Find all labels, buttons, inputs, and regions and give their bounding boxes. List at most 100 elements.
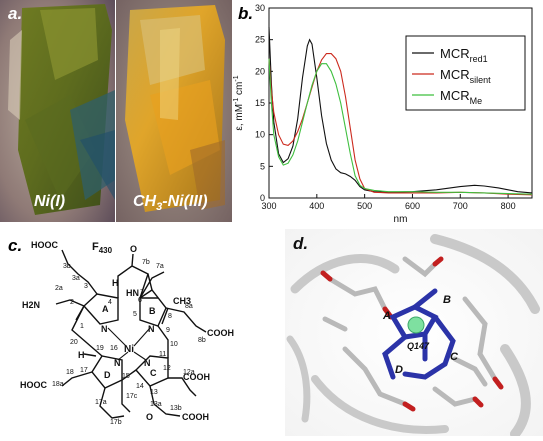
position-number: 2a — [55, 285, 63, 292]
position-number: 13 — [150, 389, 158, 396]
series-line-red1 — [268, 26, 533, 194]
position-number: 19 — [96, 345, 104, 352]
legend-label-silent: MCRsilent — [440, 67, 491, 85]
absorption-spectra-chart: 300 400 500 600 700 800 0 5 10 15 20 25 30 ε, mM-1 c… — [233, 3, 533, 225]
atom-o-bottom: O — [146, 412, 153, 422]
position-number: 11 — [159, 351, 166, 358]
x-tick-label: 400 — [309, 201, 324, 211]
panel-d-letter: d. — [293, 234, 308, 253]
series-line-silent — [268, 53, 533, 196]
y-tick-label: 15 — [255, 98, 265, 108]
position-number: 7 — [140, 289, 144, 296]
active-site-labels: A B C D Q147 — [382, 294, 459, 376]
position-number: 8b — [198, 337, 206, 344]
panel-a-letter: a. — [8, 4, 22, 23]
atom-n-a: N — [101, 324, 108, 334]
structure-labels: F430 HOOC H2N CH3 COOH COOH COOH HOOC Ni… — [20, 240, 234, 422]
chart-legend: MCRred1 MCRsilent MCRMe — [405, 35, 526, 111]
f430-title: F430 — [92, 241, 113, 255]
group-cooh-right: COOH — [207, 328, 234, 338]
group-hooc-top: HOOC — [31, 240, 59, 250]
x-tick-label: 300 — [261, 201, 276, 211]
panel-d: A B C D Q147 d. — [285, 229, 543, 439]
y-tick-label: 10 — [255, 130, 265, 140]
side-chain-sticks — [322, 256, 498, 407]
position-number: 5 — [133, 311, 137, 318]
group-cooh-bottom: COOH — [182, 412, 209, 422]
legend-label-Me: MCRMe — [440, 88, 482, 106]
x-tick-label: 500 — [357, 201, 372, 211]
legend-box — [405, 35, 526, 111]
group-hooc-left: HOOC — [20, 380, 48, 390]
position-number: 13b — [170, 405, 182, 412]
position-number: 16 — [110, 345, 118, 352]
label-ni-i: Ni(I) — [34, 193, 65, 210]
x-tick-label: 600 — [405, 201, 420, 211]
f430-cofactor — [382, 288, 456, 380]
y-tick-label: 5 — [260, 161, 265, 171]
position-number: 18 — [66, 369, 74, 376]
group-h2n: H2N — [22, 300, 40, 310]
series-line-Me — [268, 58, 533, 195]
atom-hn: HN — [126, 288, 139, 298]
position-number: 8 — [168, 313, 172, 320]
position-number: 12 — [163, 365, 171, 372]
atom-h-left: H — [78, 350, 85, 360]
position-number: 17 — [80, 367, 88, 374]
panel-b-letter: b. — [238, 4, 254, 23]
atom-n-d: N — [114, 358, 121, 368]
protein-ribbons — [286, 234, 540, 439]
f430-structure: F430 HOOC H2N CH3 COOH COOH COOH HOOC Ni… — [20, 240, 234, 426]
panel-b: b. 300 400 500 600 700 800 0 5 10 15 20 25 30 ε, mM-… — [232, 0, 543, 225]
position-number: 3b — [63, 263, 71, 270]
ring-letter-d: D — [104, 370, 111, 380]
position-number: 18a — [52, 381, 64, 388]
position-number: 6 — [138, 297, 142, 304]
chart-series — [268, 26, 533, 196]
panel-c: c. — [0, 228, 280, 436]
panel-a: a. Ni(I) CH3-Ni(III) — [0, 0, 232, 222]
label-ch3-ni-iii: CH3-Ni(III) — [133, 193, 208, 213]
atom-o-top: O — [130, 244, 137, 254]
photo-ni-i — [0, 0, 115, 222]
y-axis-label: ε, mM-1 cm-1 — [233, 75, 245, 130]
position-number: 17a — [95, 399, 107, 406]
nickel-atom — [407, 316, 425, 334]
position-number: 1 — [80, 323, 84, 330]
x-tick-label: 800 — [501, 201, 516, 211]
label-ring-c: C — [450, 351, 459, 363]
position-number: 17b — [110, 419, 122, 426]
position-number: 15 — [122, 373, 130, 380]
y-tick-label: 25 — [255, 35, 265, 45]
y-tick-label: 20 — [255, 66, 265, 76]
x-axis-label: nm — [394, 214, 408, 225]
position-number: 8a — [185, 303, 193, 310]
atom-h-top: H — [112, 278, 119, 288]
panel-c-letter: c. — [8, 236, 23, 255]
position-number: 9 — [166, 327, 170, 334]
y-tick-label: 30 — [255, 3, 265, 13]
ring-letter-a: A — [102, 304, 109, 314]
position-number: 12a — [183, 369, 195, 376]
x-tick-label: 700 — [453, 201, 468, 211]
photo-ch3-ni-iii — [116, 0, 232, 222]
label-ring-a: A — [382, 310, 391, 322]
label-ring-b: B — [443, 294, 451, 306]
position-number: 7b — [142, 259, 150, 266]
atom-n-b: N — [148, 324, 155, 334]
ring-letter-c: C — [150, 368, 157, 378]
structure-bonds — [55, 249, 207, 419]
chart-axes: 300 400 500 600 700 800 0 5 10 15 20 25 30 — [255, 3, 533, 211]
position-number: 17c — [126, 393, 138, 400]
group-ch3: CH3 — [173, 296, 191, 306]
atom-ni: Ni — [124, 344, 134, 355]
group-cooh-mid: COOH — [183, 372, 210, 382]
label-q147: Q147 — [407, 341, 430, 351]
position-number: 13a — [150, 401, 162, 408]
position-number: 20 — [70, 339, 78, 346]
active-site-render: A B C D Q147 d. — [285, 229, 543, 439]
y-tick-label: 0 — [260, 193, 265, 203]
position-number: 3 — [84, 283, 88, 290]
position-number: 10 — [170, 341, 178, 348]
